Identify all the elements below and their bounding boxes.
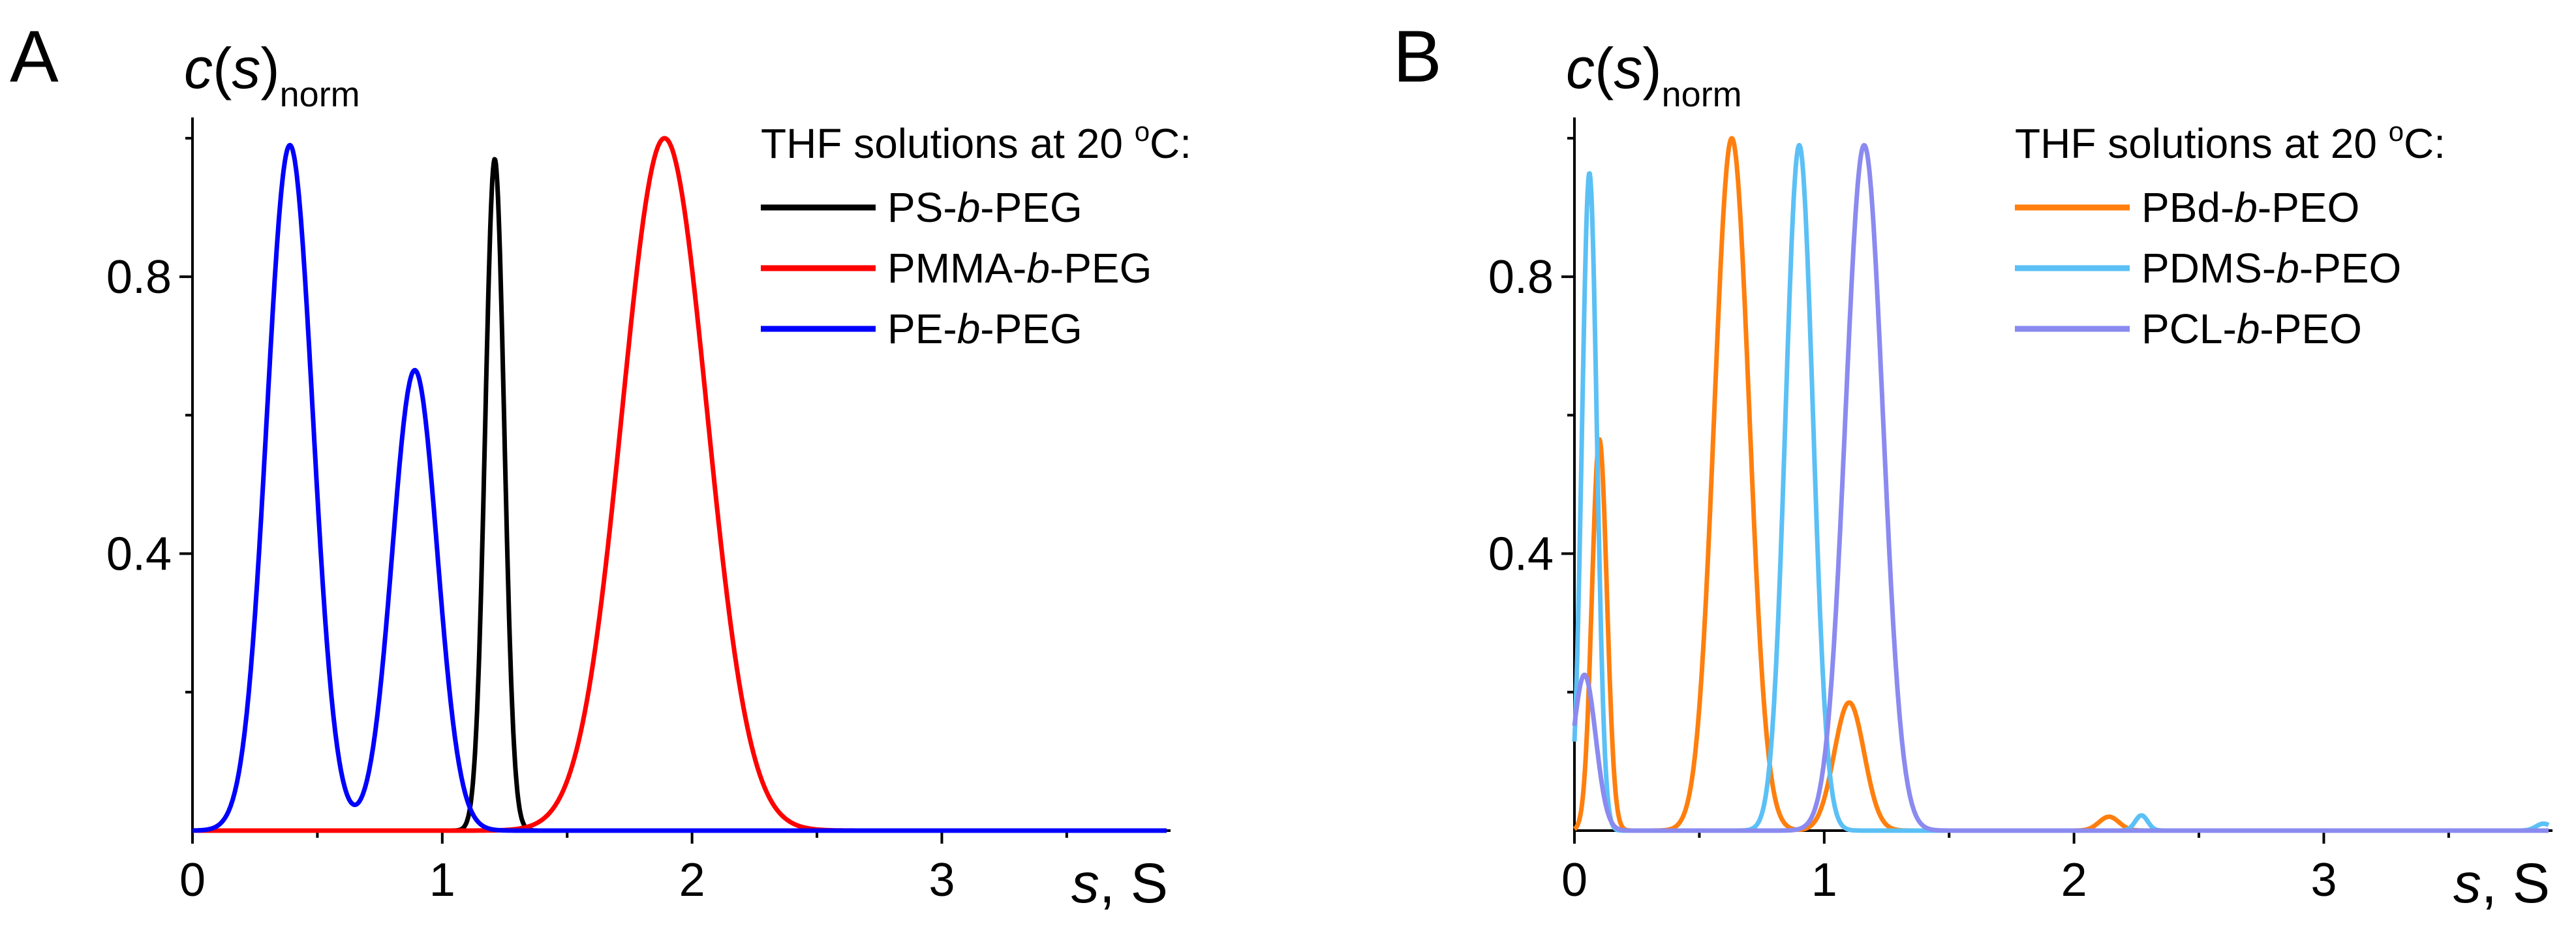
- series-line-pbd-b-peo: [1572, 136, 2551, 833]
- legend-entry: PCL-b-PEO: [2141, 305, 2362, 352]
- series-line-pcl-b-peo: [1572, 143, 2551, 833]
- legend-entry-part: -PEG: [1050, 245, 1152, 292]
- x-label-unit: , S: [1099, 852, 1168, 915]
- legend-title-unit: C:: [1150, 120, 1191, 167]
- series-line-pe-b-peg: [191, 142, 1169, 833]
- legend-entry-part: -PEO: [2299, 245, 2401, 292]
- x-label-var: s: [1071, 852, 1099, 915]
- x-axis-label: s, S: [1071, 852, 1168, 915]
- x-tick-label: 0: [1561, 854, 1587, 906]
- x-axis-label: s, S: [2453, 852, 2550, 915]
- series-line-pmma-b-peg: [191, 136, 1169, 833]
- legend-entry-part: PCL-: [2141, 305, 2237, 352]
- legend-title-text: THF solutions at 20: [2015, 120, 2389, 167]
- legend-entry: PBd-b-PEO: [2141, 184, 2359, 231]
- legend-entry-part: PS-: [887, 184, 957, 231]
- legend-entry-italic: b: [957, 305, 981, 352]
- x-tick-label: 3: [928, 854, 955, 906]
- legend-entry-part: PDMS-: [2141, 245, 2276, 292]
- y-tick-label: 0.4: [1488, 529, 1554, 581]
- legend-title: THF solutions at 20 oC:: [761, 116, 1191, 167]
- x-tick-label: 2: [679, 854, 705, 906]
- y-label-subscript: norm: [280, 75, 360, 114]
- y-label-base: c: [1566, 36, 1595, 100]
- legend-entry-italic: b: [2276, 245, 2299, 292]
- panel-label: A: [10, 16, 59, 97]
- legend-entry-italic: b: [2237, 305, 2260, 352]
- x-tick-label: 0: [179, 854, 206, 906]
- y-label-paren-open: (: [213, 36, 232, 100]
- y-tick-label: 0.4: [106, 529, 172, 581]
- y-label-var: s: [232, 36, 260, 100]
- legend-entry-part: -PEO: [2260, 305, 2361, 352]
- y-axis-label: c(s)norm: [184, 36, 360, 114]
- legend-title-degree: o: [1135, 116, 1150, 147]
- y-label-var: s: [1614, 36, 1642, 100]
- legend-title-unit: C:: [2404, 120, 2446, 167]
- legend-entry-italic: b: [2234, 184, 2258, 231]
- y-label-base: c: [184, 36, 213, 100]
- legend-entry: PS-b-PEG: [887, 184, 1082, 231]
- legend-entry: PE-b-PEG: [887, 305, 1082, 352]
- legend-title-degree: o: [2389, 116, 2404, 147]
- panel-label: B: [1393, 16, 1442, 97]
- legend-title: THF solutions at 20 oC:: [2015, 116, 2446, 167]
- y-label-paren-open: (: [1595, 36, 1614, 100]
- legend-entry-part: -PEG: [980, 305, 1082, 352]
- legend-entry: PMMA-b-PEG: [887, 245, 1152, 292]
- x-label-var: s: [2453, 852, 2481, 915]
- legend-entry-part: -PEO: [2258, 184, 2359, 231]
- legend-title-text: THF solutions at 20: [761, 120, 1135, 167]
- y-label-subscript: norm: [1662, 75, 1742, 114]
- legend-entry-part: PE-: [887, 305, 957, 352]
- x-label-unit: , S: [2481, 852, 2550, 915]
- legend-entry-italic: b: [1026, 245, 1050, 292]
- y-tick-label: 0.8: [1488, 251, 1554, 303]
- legend-entry-part: PBd-: [2141, 184, 2234, 231]
- x-tick-label: 2: [2061, 854, 2087, 906]
- legend-entry: PDMS-b-PEO: [2141, 245, 2401, 292]
- legend-entry-italic: b: [957, 184, 981, 231]
- y-label-paren-close: ): [260, 36, 279, 100]
- y-tick-label: 0.8: [106, 251, 172, 303]
- y-axis-label: c(s)norm: [1566, 36, 1742, 114]
- y-label-paren-close: ): [1642, 36, 1661, 100]
- x-tick-label: 3: [2310, 854, 2337, 906]
- legend-entry-part: PMMA-: [887, 245, 1026, 292]
- x-tick-label: 1: [1811, 854, 1837, 906]
- x-tick-label: 1: [429, 854, 455, 906]
- legend-entry-part: -PEG: [980, 184, 1082, 231]
